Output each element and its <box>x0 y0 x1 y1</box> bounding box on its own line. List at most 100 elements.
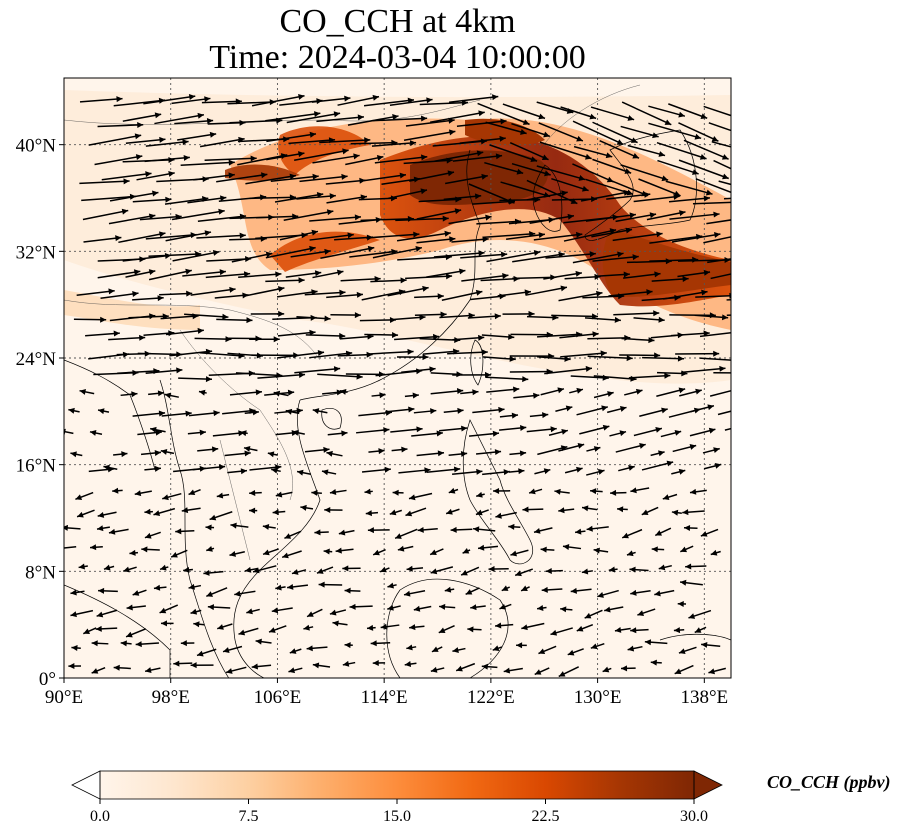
wind-arrow <box>145 367 183 374</box>
wind-arrow <box>292 429 305 436</box>
wind-arrow <box>129 549 139 556</box>
wind-arrow <box>187 429 206 436</box>
wind-arrow <box>234 590 256 597</box>
wind-arrow <box>669 211 720 220</box>
wind-arrow <box>306 645 328 652</box>
wind-arrow <box>541 586 563 593</box>
wind-arrow <box>540 546 555 553</box>
wind-arrow <box>452 153 503 162</box>
wind-arrow <box>576 624 594 632</box>
wind-arrow <box>79 96 123 103</box>
wind-arrow <box>501 585 510 592</box>
wind-arrow <box>70 609 94 618</box>
wind-arrow <box>718 180 731 186</box>
wind-arrow <box>682 509 705 516</box>
wind-arrow <box>141 546 160 553</box>
wind-arrow <box>134 490 152 497</box>
wind-arrow <box>630 589 651 596</box>
wind-arrow <box>602 666 612 673</box>
wind-arrow <box>96 525 110 532</box>
wind-arrow <box>136 170 175 181</box>
wind-arrow <box>170 549 188 558</box>
wind-arrow <box>713 159 731 170</box>
wind-arrow <box>670 330 710 337</box>
wind-arrow <box>252 565 277 574</box>
wind-arrow <box>613 310 660 317</box>
wind-arrow <box>433 250 485 258</box>
wind-arrow <box>459 135 506 144</box>
wind-arrow <box>309 232 354 241</box>
wind-arrow <box>642 355 685 362</box>
wind-arrow <box>145 139 189 147</box>
wind-arrow <box>472 526 496 533</box>
wind-arrow <box>434 150 484 162</box>
wind-arrow <box>120 391 138 398</box>
wind-arrow <box>379 566 390 573</box>
wind-arrow <box>339 389 348 395</box>
wind-arrow <box>125 269 156 278</box>
wind-arrow <box>312 153 360 164</box>
wind-arrow <box>538 122 584 142</box>
wind-arrow <box>620 125 659 139</box>
wind-arrow <box>429 548 444 556</box>
wind-arrow <box>658 564 672 571</box>
wind-arrow <box>182 269 226 277</box>
wind-arrow <box>618 465 635 472</box>
wind-arrow <box>443 407 464 414</box>
wind-arrow <box>272 509 286 516</box>
wind-arrow <box>153 507 176 516</box>
wind-arrow <box>468 430 500 437</box>
wind-arrow <box>475 449 502 456</box>
wind-arrow <box>316 114 365 123</box>
wind-arrow <box>273 390 289 397</box>
wind-arrow <box>394 528 418 540</box>
wind-arrow <box>503 667 523 674</box>
wind-arrow <box>414 293 444 300</box>
wind-arrow <box>270 173 319 182</box>
wind-arrow <box>481 663 498 670</box>
wind-arrow <box>162 492 182 501</box>
wind-arrow <box>439 425 468 432</box>
wind-arrow <box>224 450 251 457</box>
wind-arrow <box>685 563 707 570</box>
lon-tick-label: 114°E <box>361 687 408 708</box>
wind-arrow <box>374 154 428 164</box>
wind-arrow <box>592 121 638 144</box>
wind-arrow <box>608 566 618 573</box>
wind-arrow <box>85 330 120 337</box>
wind-arrow <box>101 171 152 181</box>
wind-arrow <box>83 235 122 243</box>
wind-arrow <box>648 122 702 140</box>
wind-arrow <box>656 142 707 160</box>
wind-arrow <box>573 145 613 159</box>
wind-arrow <box>304 446 330 453</box>
wind-arrow <box>439 603 456 610</box>
wind-arrow <box>337 94 380 106</box>
wind-arrow <box>304 289 346 296</box>
wind-arrow <box>368 348 414 355</box>
wind-arrow <box>290 248 331 258</box>
wind-arrow <box>694 626 707 634</box>
lat-tick-label: 24°N <box>16 349 57 370</box>
wind-arrow <box>108 528 129 535</box>
wind-arrow <box>88 133 142 146</box>
wind-arrow <box>196 648 217 657</box>
wind-arrow <box>540 387 565 396</box>
wind-arrow <box>641 460 674 471</box>
wind-arrow <box>448 450 468 457</box>
wind-arrow <box>216 492 230 499</box>
wind-arrow <box>413 408 437 415</box>
wind-arrow <box>488 566 509 573</box>
wind-arrow <box>668 103 708 119</box>
wind-arrow <box>279 229 319 241</box>
wind-arrow <box>150 426 166 433</box>
wind-arrow <box>581 568 593 575</box>
wind-arrow <box>690 404 715 413</box>
wind-arrow <box>533 231 583 241</box>
wind-arrow <box>243 446 258 452</box>
wind-arrow <box>586 446 601 452</box>
wind-arrow <box>284 530 302 540</box>
wind-arrow <box>349 603 373 610</box>
wind-arrow <box>174 117 214 125</box>
wind-arrow <box>648 105 686 118</box>
